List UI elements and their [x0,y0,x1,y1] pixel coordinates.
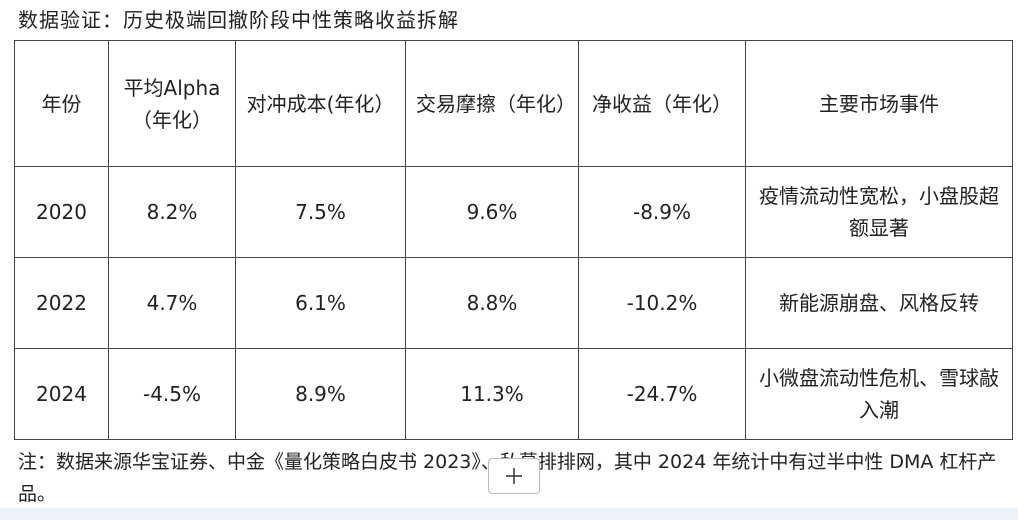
column-header: 年份 [14,40,109,167]
column-header: 平均Alpha（年化） [108,40,236,167]
table-cell: 7.5% [235,166,406,258]
table-cell: -10.2% [578,257,746,349]
table-cell: 2020 [14,166,109,258]
table: 年份 平均Alpha（年化） 对冲成本(年化） 交易摩擦（年化） 净收益（年化） 主要市场… [14,40,1013,440]
table-cell: 11.3% [405,348,579,440]
table-cell: 9.6% [405,166,579,258]
table-cell: 新能源崩盘、风格反转 [745,257,1013,349]
table-cell: 8.2% [108,166,236,258]
column-header: 对冲成本(年化） [235,40,406,167]
column-header: 净收益（年化） [578,40,746,167]
table-cell: -4.5% [108,348,236,440]
table-row: 2024 -4.5% 8.9% 11.3% -24.7% 小微盘流动性危机、雪球敲入潮 [14,348,1013,440]
table-cell: 小微盘流动性危机、雪球敲入潮 [745,348,1013,440]
table-body: 2020 8.2% 7.5% 9.6% -8.9% 疫情流动性宽松，小盘股超额显著 2022… [14,166,1013,440]
table-cell: -8.9% [578,166,746,258]
footer-strip [0,508,1018,520]
table-cell: 2022 [14,257,109,349]
table-cell: 8.8% [405,257,579,349]
add-button[interactable] [488,458,540,494]
table-cell: 疫情流动性宽松，小盘股超额显著 [745,166,1013,258]
table-row: 2022 4.7% 6.1% 8.8% -10.2% 新能源崩盘、风格反转 [14,257,1013,349]
header-row: 年份 平均Alpha（年化） 对冲成本(年化） 交易摩擦（年化） 净收益（年化） 主要市场… [14,40,1013,167]
title: 数据验证：历史极端回撤阶段中性策略收益拆解 [18,8,459,32]
table-cell: -24.7% [578,348,746,440]
table-cell: 6.1% [235,257,406,349]
column-header: 交易摩擦（年化） [405,40,579,167]
plus-icon [506,468,522,484]
table-cell: 4.7% [108,257,236,349]
table-cell: 8.9% [235,348,406,440]
table-row: 2020 8.2% 7.5% 9.6% -8.9% 疫情流动性宽松，小盘股超额显著 [14,166,1013,258]
table-cell: 2024 [14,348,109,440]
column-header: 主要市场事件 [745,40,1013,167]
